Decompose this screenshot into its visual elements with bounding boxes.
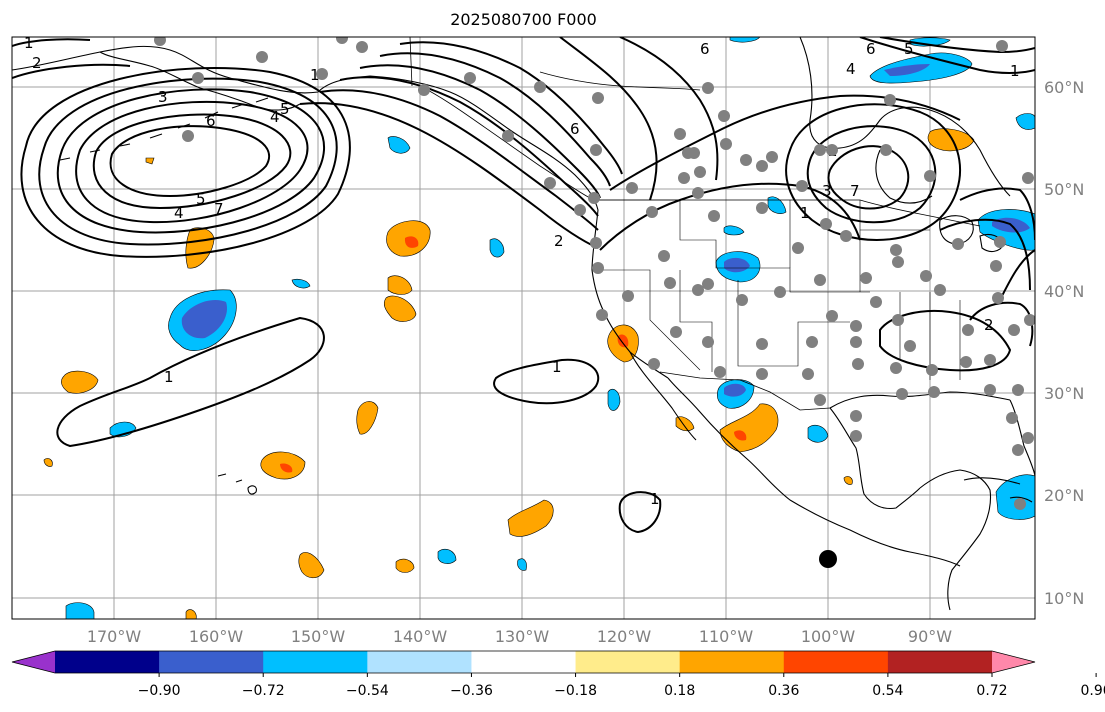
lat-labels: 60°N 50°N 40°N 30°N 20°N 10°N <box>1044 78 1084 608</box>
lat-label: 40°N <box>1044 282 1084 301</box>
contour-label: 1 <box>310 66 320 84</box>
colorbar-segment <box>367 651 472 673</box>
colorbar-tick-label: −0.72 <box>242 683 285 699</box>
contour-label: 2 <box>554 232 564 250</box>
contour-label: 4 <box>846 60 856 78</box>
contour-label: 6 <box>700 40 710 58</box>
location-marker <box>819 550 837 568</box>
colorbar: −0.90 −0.72 −0.54 −0.36 −0.18 0.18 0.36 0.54 0.7… <box>11 650 1105 699</box>
colorbar-tick-label: −0.90 <box>138 683 181 699</box>
lon-labels: 170°W 160°W 150°W 140°W 130°W 120°W 110°… <box>87 627 952 646</box>
colorbar-tick-label: −0.18 <box>554 683 597 699</box>
map-frame <box>11 36 1036 620</box>
contour-label: 2 <box>32 54 42 72</box>
colorbar-segment <box>55 651 160 673</box>
colorbar-segment <box>679 651 785 673</box>
colorbar-segment <box>887 651 993 673</box>
contour-label: 6 <box>570 120 580 138</box>
lon-label: 140°W <box>393 627 448 646</box>
contour-lines <box>12 37 1035 534</box>
lon-label: 130°W <box>495 627 550 646</box>
station-dots <box>154 37 1035 510</box>
colorbar-segment <box>471 651 577 673</box>
lon-label: 100°W <box>801 627 856 646</box>
colorbar-segment <box>783 651 889 673</box>
lon-label: 90°W <box>908 627 952 646</box>
colorbar-tick-label: −0.36 <box>450 683 493 699</box>
map-title: 2025080700 F000 <box>450 10 597 29</box>
contour-label: 7 <box>214 200 224 218</box>
lat-label: 60°N <box>1044 78 1084 97</box>
contour-label: 4 <box>270 108 280 126</box>
colorbar-tick-label: 0.36 <box>768 683 799 699</box>
colorbar-segment <box>575 651 681 673</box>
lat-label: 10°N <box>1044 589 1084 608</box>
lat-label: 20°N <box>1044 486 1084 505</box>
contour-label: 5 <box>904 40 914 58</box>
shaded-regions <box>43 37 1035 619</box>
contour-label: 1 <box>24 34 34 52</box>
lon-label: 110°W <box>699 627 754 646</box>
coastlines <box>12 37 1035 611</box>
contour-label: 1 <box>164 368 174 386</box>
colorbar-tick-label: 0.18 <box>664 683 695 699</box>
colorbar-tick-label: 0.90 <box>1081 683 1105 699</box>
colorbar-tick-label: 0.54 <box>872 683 903 699</box>
contour-label: 1 <box>800 204 810 222</box>
lat-label: 30°N <box>1044 384 1084 403</box>
contour-label: 3 <box>158 88 168 106</box>
colorbar-segment <box>263 651 368 673</box>
contour-label: 1 <box>1010 62 1020 80</box>
contour-label: 2 <box>984 316 994 334</box>
colorbar-extend-low <box>12 651 55 673</box>
contour-label: 3 <box>822 182 832 200</box>
contour-label: 6 <box>866 40 876 58</box>
lat-label: 50°N <box>1044 180 1084 199</box>
contour-label: 1 <box>650 490 660 508</box>
gridlines <box>12 37 1035 619</box>
colorbar-tick-label: −0.54 <box>346 683 389 699</box>
contour-label: 7 <box>850 182 860 200</box>
colorbar-extend-high <box>992 651 1035 673</box>
lon-label: 150°W <box>291 627 346 646</box>
contour-label: 4 <box>174 204 184 222</box>
colorbar-segment <box>159 651 264 673</box>
lon-label: 120°W <box>597 627 652 646</box>
colorbar-outline <box>11 650 1036 674</box>
lon-label: 170°W <box>87 627 142 646</box>
contour-label: 5 <box>280 100 290 118</box>
colorbar-tick-label: 0.72 <box>976 683 1007 699</box>
contour-label: 6 <box>206 112 216 130</box>
lon-label: 160°W <box>189 627 244 646</box>
contour-label: 1 <box>552 358 562 376</box>
contour-label: 5 <box>196 190 206 208</box>
